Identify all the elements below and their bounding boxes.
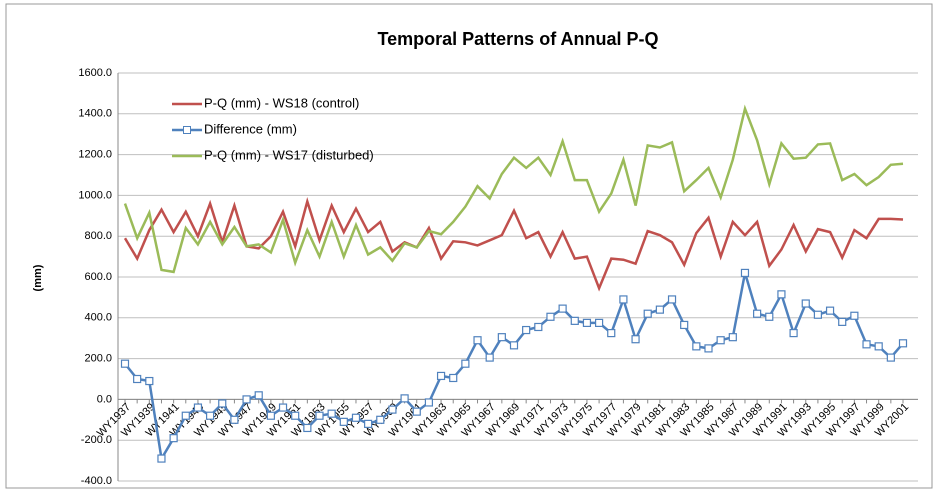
chart-title: Temporal Patterns of Annual P-Q <box>377 29 658 49</box>
point-marker <box>193 403 203 412</box>
point-marker <box>789 329 798 338</box>
y-tick-label: 1000.0 <box>78 189 112 201</box>
point-marker <box>278 403 288 412</box>
point-marker <box>777 290 786 299</box>
point-marker <box>205 411 215 420</box>
point-marker <box>497 333 506 342</box>
series-line <box>123 197 904 292</box>
point-marker <box>753 309 762 318</box>
series-line <box>123 104 904 274</box>
point-marker <box>424 398 434 407</box>
point-marker <box>351 413 361 422</box>
point-marker <box>230 415 239 424</box>
point-marker <box>339 417 348 426</box>
point-marker <box>388 405 397 414</box>
point-marker <box>291 411 300 420</box>
point-marker <box>680 320 689 330</box>
y-tick-label: 200.0 <box>84 353 112 365</box>
point-marker <box>667 295 677 304</box>
point-marker <box>485 353 494 362</box>
point-marker <box>825 306 835 315</box>
point-marker <box>181 411 190 420</box>
point-marker <box>862 340 871 349</box>
y-tick-label: 600.0 <box>84 271 112 283</box>
point-marker <box>364 419 373 428</box>
point-marker <box>631 335 640 344</box>
y-tick-label: 0.0 <box>97 393 112 405</box>
point-marker <box>534 322 543 332</box>
point-marker <box>558 304 567 313</box>
point-marker <box>874 342 883 351</box>
point-marker <box>801 299 810 308</box>
legend-label: P-Q (mm) - WS17 (disturbed) <box>204 147 374 162</box>
point-marker <box>522 325 531 335</box>
y-tick-label: -400.0 <box>81 475 112 487</box>
point-marker <box>886 353 895 362</box>
y-tick-label: 1600.0 <box>78 67 112 79</box>
point-marker <box>716 336 725 345</box>
point-marker <box>412 407 421 416</box>
point-marker <box>254 391 263 400</box>
point-marker <box>327 409 336 418</box>
point-marker <box>813 310 823 319</box>
point-marker <box>570 316 579 325</box>
point-marker <box>449 373 458 383</box>
point-marker <box>436 371 446 381</box>
point-marker <box>509 341 519 350</box>
y-axis-label: (mm) <box>32 264 44 291</box>
point-marker <box>850 311 859 320</box>
point-marker <box>740 268 750 278</box>
y-tick-label: 1200.0 <box>78 149 112 161</box>
point-marker <box>133 374 142 384</box>
legend-marker <box>183 126 191 134</box>
point-marker <box>619 295 628 304</box>
point-marker <box>765 312 774 321</box>
legend-label: Difference (mm) <box>204 121 297 136</box>
point-marker <box>218 399 227 408</box>
point-marker <box>655 305 664 314</box>
point-marker <box>838 317 847 326</box>
y-tick-label: 1400.0 <box>78 108 112 120</box>
chart-frame <box>5 3 933 489</box>
y-tick-label: 800.0 <box>84 230 112 242</box>
point-marker <box>145 376 154 386</box>
point-marker <box>728 333 737 342</box>
point-marker <box>643 309 652 318</box>
point-marker <box>461 359 470 368</box>
point-marker <box>315 411 324 420</box>
point-marker <box>473 336 482 345</box>
point-marker <box>157 454 166 463</box>
point-marker <box>594 318 604 327</box>
point-marker <box>704 344 713 353</box>
point-marker <box>692 342 701 351</box>
point-marker <box>546 312 555 321</box>
point-marker <box>898 339 908 348</box>
point-marker <box>303 423 312 433</box>
y-tick-label: 400.0 <box>84 312 112 324</box>
y-tick-label: -200.0 <box>81 434 112 446</box>
point-marker <box>400 394 409 403</box>
point-marker <box>266 411 275 420</box>
point-marker <box>242 395 251 404</box>
point-marker <box>120 359 130 368</box>
point-marker <box>607 329 616 338</box>
point-marker <box>169 434 178 443</box>
legend-label: P-Q (mm) - WS18 (control) <box>204 95 359 110</box>
point-marker <box>376 415 385 424</box>
point-marker <box>582 318 592 327</box>
